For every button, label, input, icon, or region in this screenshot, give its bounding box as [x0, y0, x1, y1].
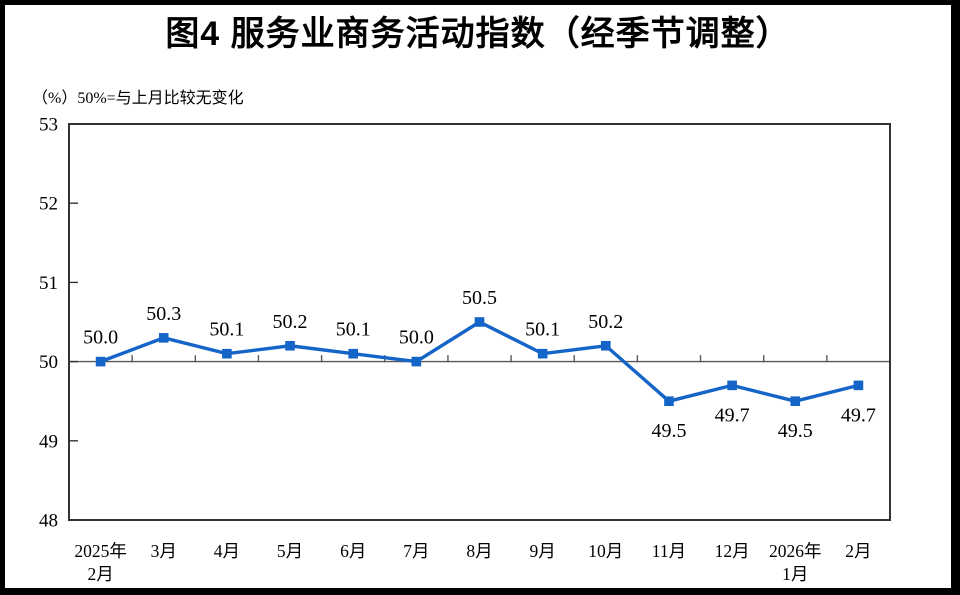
data-point-label: 50.0 [83, 327, 118, 349]
data-point-label: 50.1 [336, 319, 371, 341]
data-point-marker [853, 380, 864, 391]
y-axis-tick-label: 48 [39, 511, 58, 532]
x-axis-category-label: 9月 [530, 541, 556, 561]
y-axis-tick-label: 50 [39, 352, 58, 373]
x-axis-category-label: 7月 [403, 541, 429, 561]
y-axis-tick-label: 52 [39, 194, 58, 215]
data-point-label: 49.5 [778, 420, 813, 442]
plot-border [68, 123, 891, 521]
x-axis-category-label: 4月 [214, 541, 240, 561]
data-point-label: 49.5 [651, 420, 686, 442]
data-point-marker [158, 333, 169, 343]
chart-title: 图4 服务业商务活动指数（经季节调整） [165, 15, 791, 53]
y-axis-tick-label: 51 [39, 273, 58, 294]
data-point-marker [411, 356, 422, 367]
x-axis-category-label: 3月 [151, 541, 177, 561]
data-point-marker [474, 317, 485, 327]
data-point-label: 50.5 [462, 287, 497, 309]
data-point-marker [222, 348, 232, 359]
axis-unit-note: （%）50%=与上月比较无变化 [32, 90, 244, 107]
x-axis-category-label: 2025年 [74, 541, 127, 561]
data-point-label: 50.1 [209, 319, 244, 341]
data-point-label: 50.2 [588, 311, 623, 333]
data-point-marker [285, 340, 295, 351]
y-axis-tick-label: 53 [39, 115, 58, 136]
x-axis-category-label: 2月 [87, 564, 113, 584]
data-point-label: 50.2 [273, 311, 308, 333]
x-axis-category-label: 12月 [715, 541, 750, 561]
data-point-marker [95, 356, 106, 367]
x-axis-category-label: 5月 [277, 541, 303, 561]
data-point-label: 49.7 [715, 404, 750, 426]
data-point-marker [790, 396, 801, 406]
x-axis-category-label: 8月 [466, 541, 492, 561]
data-point-marker [348, 348, 358, 359]
x-axis-category-label: 6月 [340, 541, 366, 561]
data-point-marker [537, 348, 548, 359]
x-axis-category-label: 11月 [652, 541, 686, 561]
data-point-label: 50.3 [146, 303, 181, 325]
x-axis-category-label: 10月 [588, 541, 623, 561]
x-axis-category-label: 2月 [845, 541, 871, 561]
y-axis-tick-label: 49 [39, 431, 58, 452]
data-point-marker [601, 340, 611, 351]
data-point-marker [727, 380, 737, 391]
data-point-label: 50.0 [399, 327, 434, 349]
data-point-label: 50.1 [525, 319, 560, 341]
x-axis-category-label: 2026年 [769, 541, 822, 561]
x-axis-category-label: 1月 [782, 564, 808, 584]
data-point-label: 49.7 [841, 404, 876, 426]
data-point-marker [664, 396, 674, 406]
